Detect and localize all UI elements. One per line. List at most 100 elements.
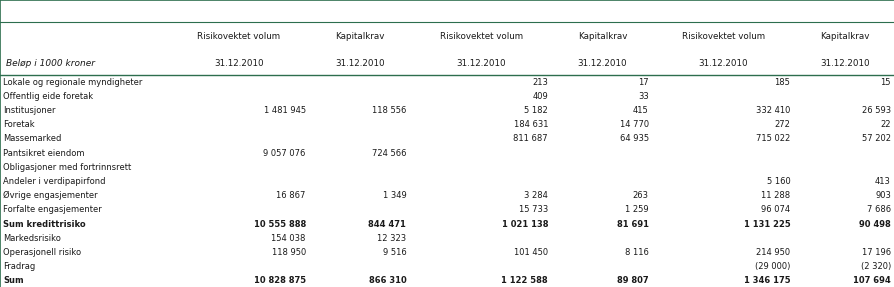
Bar	[309, 274, 409, 287]
Text: 107 694: 107 694	[852, 276, 890, 285]
Text: 57 202: 57 202	[861, 134, 890, 144]
Text: 22: 22	[880, 120, 890, 129]
Bar	[552, 245, 652, 260]
Bar	[409, 260, 552, 274]
Bar	[794, 118, 894, 132]
Text: (2 320): (2 320)	[860, 262, 890, 271]
Bar	[0, 260, 168, 274]
Text: 866 310: 866 310	[368, 276, 406, 285]
Bar	[652, 217, 794, 231]
Bar	[552, 103, 652, 118]
Bar	[409, 22, 552, 75]
Bar	[552, 189, 652, 203]
Text: 31.12.2010: 31.12.2010	[456, 59, 505, 68]
Bar	[652, 103, 794, 118]
Bar	[409, 89, 552, 103]
Text: 724 566: 724 566	[371, 149, 406, 158]
Text: Markedsrisiko: Markedsrisiko	[3, 234, 61, 243]
Text: 90 498: 90 498	[858, 220, 890, 229]
Bar	[0, 22, 168, 75]
Bar	[652, 260, 794, 274]
Bar	[168, 118, 309, 132]
Text: 185: 185	[773, 77, 789, 87]
Bar	[168, 203, 309, 217]
Bar	[794, 203, 894, 217]
Text: 9 516: 9 516	[382, 248, 406, 257]
Bar	[168, 89, 309, 103]
Text: 31.12.2010: 31.12.2010	[214, 59, 264, 68]
Text: 214 950: 214 950	[755, 248, 789, 257]
Text: 8 116: 8 116	[624, 248, 648, 257]
Bar	[0, 231, 168, 245]
Bar	[552, 118, 652, 132]
Bar	[0, 274, 168, 287]
Bar	[552, 146, 652, 160]
Text: 89 807: 89 807	[616, 276, 648, 285]
Bar	[0, 245, 168, 260]
Text: 1 122 588: 1 122 588	[501, 276, 547, 285]
Bar	[552, 75, 652, 89]
Text: Obligasjoner med fortrinnsrett: Obligasjoner med fortrinnsrett	[3, 163, 131, 172]
Text: Risikovektet volum: Risikovektet volum	[439, 32, 522, 41]
Text: 903: 903	[874, 191, 890, 200]
Bar	[409, 132, 552, 146]
Bar	[794, 22, 894, 75]
Bar	[309, 203, 409, 217]
Text: Beløp i 1000 kroner: Beløp i 1000 kroner	[6, 59, 95, 68]
Text: 96 074: 96 074	[761, 205, 789, 214]
Text: 118 950: 118 950	[271, 248, 306, 257]
Bar	[794, 260, 894, 274]
Bar	[0, 174, 168, 189]
Text: Offentlig eide foretak: Offentlig eide foretak	[3, 92, 93, 101]
Text: 715 022: 715 022	[755, 134, 789, 144]
Bar	[794, 146, 894, 160]
Text: 413: 413	[874, 177, 890, 186]
Text: 31.12.2010: 31.12.2010	[698, 59, 747, 68]
Bar	[409, 146, 552, 160]
Text: 7 686: 7 686	[866, 205, 890, 214]
Bar	[168, 245, 309, 260]
Bar	[652, 132, 794, 146]
Text: 15 733: 15 733	[519, 205, 547, 214]
Bar	[409, 189, 552, 203]
Text: 1 259: 1 259	[624, 205, 648, 214]
Text: 16 867: 16 867	[276, 191, 306, 200]
Text: 1 346 175: 1 346 175	[743, 276, 789, 285]
Bar	[552, 203, 652, 217]
Text: 17: 17	[637, 77, 648, 87]
Text: 844 471: 844 471	[368, 220, 406, 229]
Text: Risikovektet volum: Risikovektet volum	[197, 32, 280, 41]
Bar	[168, 22, 309, 75]
Text: Terra Finans AS: Terra Finans AS	[485, 6, 577, 16]
Bar	[0, 103, 168, 118]
Text: Sum: Sum	[3, 276, 23, 285]
Bar	[552, 22, 652, 75]
Text: Terra BoligKreditt AS: Terra BoligKreditt AS	[227, 6, 351, 16]
Text: 811 687: 811 687	[513, 134, 547, 144]
Text: Kapitalkrav: Kapitalkrav	[819, 32, 868, 41]
Text: (29 000): (29 000)	[755, 262, 789, 271]
Bar	[409, 160, 552, 174]
Bar	[409, 203, 552, 217]
Bar	[0, 203, 168, 217]
Bar	[652, 174, 794, 189]
Bar	[168, 75, 309, 89]
Text: 9 057 076: 9 057 076	[263, 149, 306, 158]
Bar	[552, 174, 652, 189]
Bar	[0, 118, 168, 132]
Bar	[652, 118, 794, 132]
Text: 31.12.2010: 31.12.2010	[819, 59, 869, 68]
Bar	[409, 217, 552, 231]
Text: 31.12.2010: 31.12.2010	[335, 59, 384, 68]
Text: 154 038: 154 038	[271, 234, 306, 243]
Text: 10 555 888: 10 555 888	[253, 220, 306, 229]
Bar	[168, 0, 409, 22]
Text: 5 182: 5 182	[524, 106, 547, 115]
Bar	[409, 75, 552, 89]
Text: 64 935: 64 935	[619, 134, 648, 144]
Bar	[552, 132, 652, 146]
Text: 184 631: 184 631	[513, 120, 547, 129]
Bar	[0, 189, 168, 203]
Text: Institusjoner: Institusjoner	[3, 106, 55, 115]
Text: 10 828 875: 10 828 875	[253, 276, 306, 285]
